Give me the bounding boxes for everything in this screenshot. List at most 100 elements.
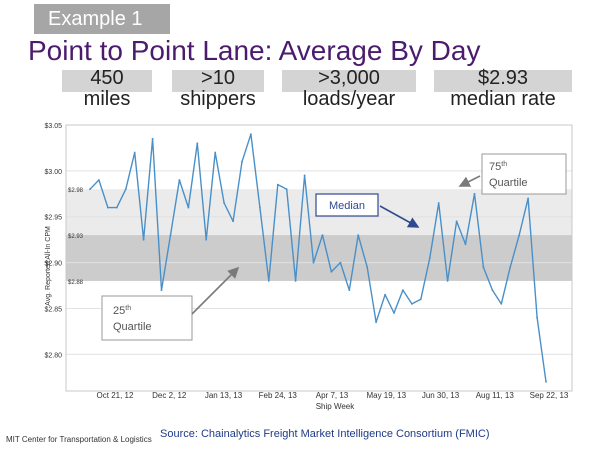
- data-point: [151, 137, 154, 140]
- data-point: [482, 266, 485, 269]
- reference-line-label: $2.98: [68, 188, 84, 194]
- data-point: [241, 160, 243, 163]
- x-tick-label: Feb 24, 13: [259, 391, 298, 400]
- data-point: [142, 238, 145, 241]
- x-axis-label: Ship Week: [316, 402, 356, 411]
- data-point: [196, 142, 199, 145]
- data-point: [160, 289, 163, 291]
- data-point: [545, 380, 547, 383]
- q25-suffix: th: [125, 305, 131, 312]
- x-tick-label: Aug 11, 13: [476, 391, 515, 400]
- data-point: [509, 266, 512, 269]
- x-tick-label: Apr 7, 13: [316, 391, 349, 400]
- stat-unit: loads/year: [302, 88, 396, 110]
- data-point: [339, 261, 342, 264]
- data-point: [357, 234, 360, 236]
- data-point: [402, 289, 404, 291]
- y-tick-label: $2.95: [44, 215, 62, 222]
- data-point: [169, 234, 172, 236]
- reference-line-label: $2.88: [68, 280, 84, 286]
- data-point: [115, 206, 118, 209]
- quartile-band-1: [66, 235, 572, 281]
- q75-suffix: th: [501, 161, 507, 168]
- example-tag: Example 1: [34, 4, 170, 34]
- stat-value: >10: [201, 67, 235, 89]
- data-point: [276, 183, 279, 186]
- svg-text:25th: 25th: [113, 305, 131, 317]
- stat-unit: median rate: [450, 88, 556, 110]
- data-point: [223, 202, 226, 204]
- data-point: [330, 270, 333, 273]
- y-tick-label: $3.00: [44, 169, 62, 176]
- q25-callout: 25th Quartile: [101, 266, 240, 341]
- data-point: [178, 179, 181, 181]
- data-point: [285, 188, 288, 191]
- x-tick-label: Sep 22, 13: [530, 391, 569, 400]
- q75-word: Quartile: [489, 177, 528, 189]
- reference-line-label: $2.93: [68, 234, 84, 240]
- x-tick-label: Oct 21, 12: [97, 391, 134, 400]
- q75-callout: 75th Quartile: [458, 153, 567, 195]
- data-point: [518, 234, 521, 236]
- stat-value: >3,000: [318, 67, 380, 89]
- data-point: [303, 174, 306, 177]
- data-point: [205, 238, 208, 241]
- stat-value: 450: [90, 67, 124, 89]
- y-tick-label: $2.85: [44, 306, 62, 313]
- data-point: [133, 151, 136, 154]
- footer-org: MIT Center for Transportation & Logistic…: [6, 435, 152, 444]
- median-callout: Median: [315, 193, 420, 228]
- q75-number: 75: [489, 161, 501, 173]
- q25-number: 25: [113, 305, 125, 317]
- data-point: [375, 321, 377, 324]
- stat-unit: miles: [83, 88, 131, 110]
- chart-source: Source: Chainalytics Freight Market Inte…: [160, 428, 490, 440]
- data-point: [267, 280, 270, 282]
- data-point: [428, 257, 431, 259]
- stat-miles: 450 miles: [62, 68, 152, 118]
- data-point: [348, 289, 351, 291]
- data-point: [393, 312, 395, 314]
- data-point: [536, 316, 538, 319]
- stat-unit: shippers: [180, 88, 256, 110]
- data-point: [366, 266, 369, 269]
- stat-value: $2.93: [477, 67, 529, 89]
- x-tick-label: May 19, 13: [366, 391, 406, 400]
- data-point: [384, 293, 386, 296]
- data-point: [89, 188, 91, 191]
- y-tick-label: $2.80: [44, 352, 62, 359]
- data-point: [491, 289, 494, 291]
- stat-median-rate: $2.93 median rate: [434, 68, 572, 118]
- data-point: [259, 206, 261, 209]
- data-point: [437, 202, 440, 204]
- x-tick-label: Jan 13, 13: [205, 391, 243, 400]
- data-point: [98, 179, 100, 181]
- data-point: [250, 133, 252, 136]
- x-tick-label: Dec 2, 12: [152, 391, 187, 400]
- data-point: [411, 303, 413, 305]
- data-point: [473, 192, 476, 195]
- data-point: [500, 303, 503, 305]
- series-line: [89, 133, 547, 382]
- plot-frame: [65, 124, 573, 392]
- median-label: Median: [329, 200, 365, 212]
- data-point: [455, 220, 458, 223]
- stat-loads: >3,000 loads/year: [282, 68, 416, 118]
- data-point: [321, 234, 324, 236]
- stat-shippers: >10 shippers: [172, 68, 264, 118]
- data-point: [232, 220, 235, 223]
- data-point: [187, 206, 190, 209]
- data-point: [312, 261, 315, 264]
- x-tick-label: Jun 30, 13: [422, 391, 460, 400]
- q25-word: Quartile: [113, 321, 152, 333]
- data-point: [446, 280, 449, 282]
- y-tick-label: $3.05: [44, 123, 62, 130]
- data-point: [419, 298, 422, 301]
- data-point: [464, 243, 467, 246]
- data-point: [124, 188, 127, 191]
- y-tick-label: $2.90: [44, 261, 62, 268]
- slide-title: Point to Point Lane: Average By Day: [28, 35, 481, 66]
- svg-text:75th: 75th: [489, 161, 507, 173]
- data-point: [294, 280, 297, 282]
- data-point: [527, 197, 529, 200]
